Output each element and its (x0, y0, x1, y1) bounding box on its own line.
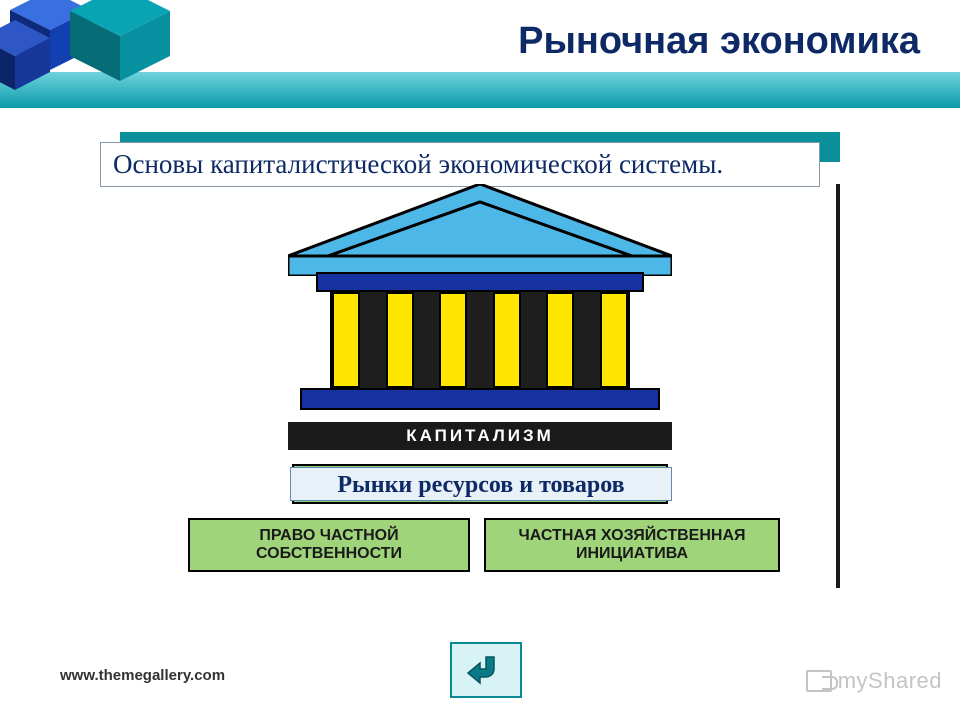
foundation-left-line1: ПРАВО ЧАСТНОЙ (259, 527, 398, 545)
pillar (332, 292, 360, 388)
capitalism-diagram: КАПИТАЛИЗМ Рынки ресурсов и товаров ПРАВ… (160, 184, 840, 588)
foundation-left: ПРАВО ЧАСТНОЙ СОБСТВЕННОСТИ (188, 518, 470, 572)
return-button[interactable] (450, 642, 522, 698)
pillar (600, 292, 628, 388)
pillar (546, 292, 574, 388)
building-upper-beam (316, 272, 644, 292)
footer-url: www.themegallery.com (60, 667, 225, 684)
presentation-icon (806, 670, 832, 692)
watermark: myShared (806, 668, 942, 694)
capitalism-label: КАПИТАЛИЗМ (288, 422, 672, 450)
foundation-right: ЧАСТНАЯ ХОЗЯЙСТВЕННАЯ ИНИЦИАТИВА (484, 518, 780, 572)
foundation-right-line2: ИНИЦИАТИВА (576, 545, 688, 563)
foundation-right-line1: ЧАСТНАЯ ХОЗЯЙСТВЕННАЯ (518, 527, 745, 545)
header-deco-cubes (0, 0, 220, 100)
pillar (386, 292, 414, 388)
building-roof (288, 184, 672, 276)
watermark-text: myShared (838, 668, 942, 694)
foundation-left-line2: СОБСТВЕННОСТИ (256, 545, 402, 563)
subtitle-box: Основы капиталистической экономической с… (100, 142, 820, 187)
return-icon (464, 653, 508, 687)
content-area: Основы капиталистической экономической с… (100, 120, 860, 600)
pillar (439, 292, 467, 388)
pillar (493, 292, 521, 388)
building-lower-beam (300, 388, 660, 410)
markets-label: Рынки ресурсов и товаров (290, 467, 672, 501)
page-title: Рыночная экономика (518, 20, 920, 63)
building-pillars (330, 292, 630, 388)
